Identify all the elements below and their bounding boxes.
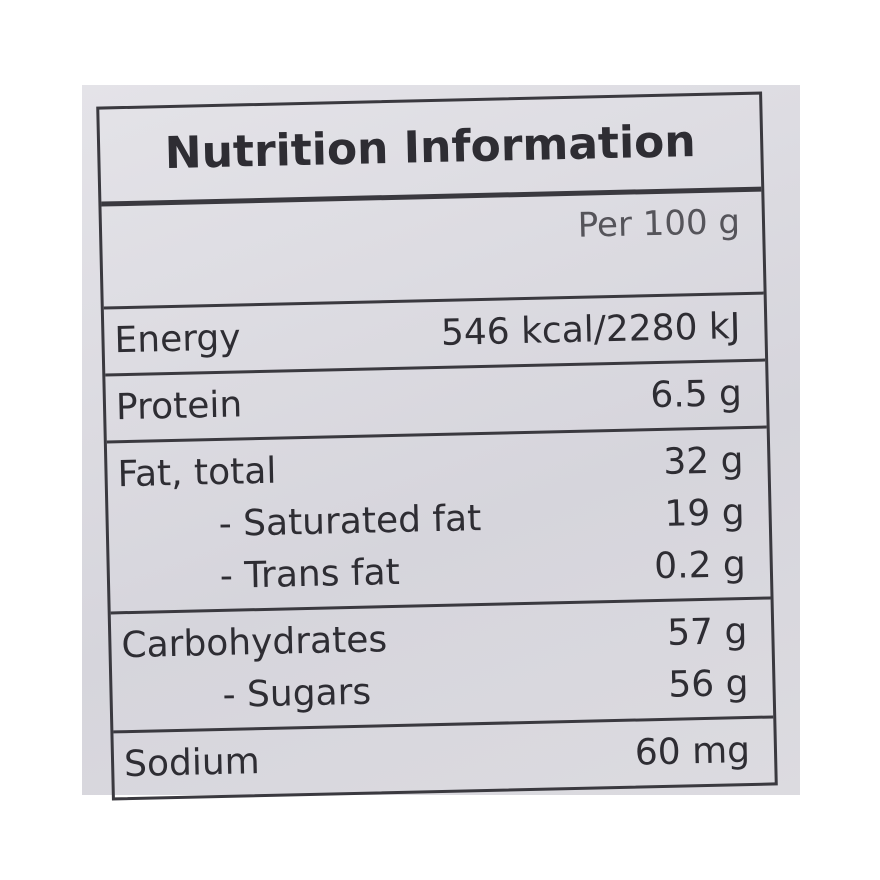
- title: Nutrition Information: [99, 94, 762, 207]
- nutrient-name: Protein: [115, 384, 243, 429]
- basis: Per 100 g: [577, 202, 741, 246]
- nutrient-value: 32 g: [662, 440, 744, 483]
- nutrient-value: 0.2 g: [653, 544, 747, 588]
- section: Fat, total 32 g - Saturated fat 19 g - Trans…: [106, 425, 771, 612]
- nutrient-row: Energy 546 kcal/2280 kJ: [104, 301, 765, 368]
- nutrient-value: 6.5 g: [649, 373, 743, 417]
- nutrient-value: 546 kcal/2280 kJ: [440, 306, 741, 354]
- section: Carbohydrates 57 g - Sugars 56 g: [110, 596, 774, 731]
- nutrition-table: Nutrition Information Per 100 g Energy 54…: [96, 91, 778, 801]
- nutrient-value: 57 g: [666, 611, 748, 654]
- nutrient-name: - Saturated fat: [218, 498, 482, 545]
- nutrient-name: - Trans fat: [219, 551, 401, 597]
- nutrient-name: Carbohydrates: [120, 619, 388, 667]
- nutrient-name: Sodium: [123, 741, 261, 786]
- nutrient-value: 56 g: [667, 663, 749, 706]
- nutrient-row: Sodium 60 mg: [114, 724, 775, 791]
- section: Sodium 60 mg: [113, 715, 775, 798]
- nutrient-value: 60 mg: [634, 729, 751, 774]
- nutrient-row: Protein 6.5 g: [105, 368, 766, 435]
- nutrient-name: Energy: [114, 317, 242, 362]
- nutrient-name: Fat, total: [117, 450, 277, 496]
- nutrient-name: - Sugars: [222, 671, 372, 716]
- nutrient-value: 19 g: [664, 492, 746, 535]
- paper: Nutrition Information Per 100 g Energy 54…: [82, 85, 800, 801]
